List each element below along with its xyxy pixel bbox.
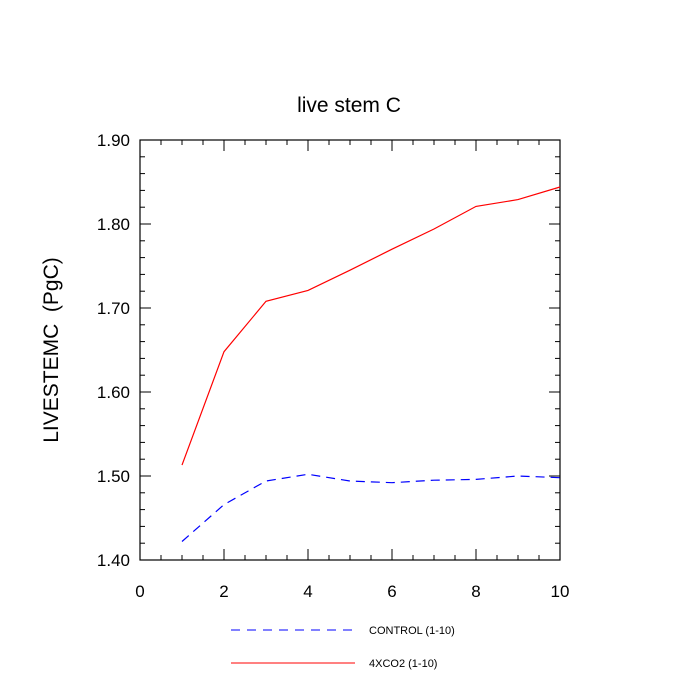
axes: 0 2 4 6 8 10 1.40 1.50 1.60 1.70 1.80 1.90 bbox=[97, 131, 570, 601]
legend-label-control: CONTROL (1-10) bbox=[369, 625, 455, 637]
x-tick-label: 8 bbox=[471, 582, 480, 601]
y-axis-label: LIVESTEMC (PgC) bbox=[40, 257, 63, 443]
legend-label-4xco2: 4XCO2 (1-10) bbox=[369, 658, 437, 670]
y-tick-label: 1.40 bbox=[97, 551, 130, 570]
y-tick-label: 1.80 bbox=[97, 215, 130, 234]
x-tick-label: 10 bbox=[551, 582, 570, 601]
y-tick-label: 1.70 bbox=[97, 299, 130, 318]
x-tick-label: 6 bbox=[387, 582, 396, 601]
chart-title: live stem C bbox=[297, 94, 401, 117]
legend: CONTROL (1-10) 4XCO2 (1-10) bbox=[231, 625, 455, 670]
y-tick-label: 1.90 bbox=[97, 131, 130, 150]
series-line-control bbox=[181, 473, 561, 542]
series-line-4xco2 bbox=[181, 186, 561, 466]
x-tick-label: 4 bbox=[303, 582, 312, 601]
series-layer bbox=[181, 186, 561, 542]
y-tick-label: 1.60 bbox=[97, 383, 130, 402]
x-tick-label: 2 bbox=[219, 582, 228, 601]
y-tick-label: 1.50 bbox=[97, 467, 130, 486]
x-tick-label: 0 bbox=[135, 582, 144, 601]
